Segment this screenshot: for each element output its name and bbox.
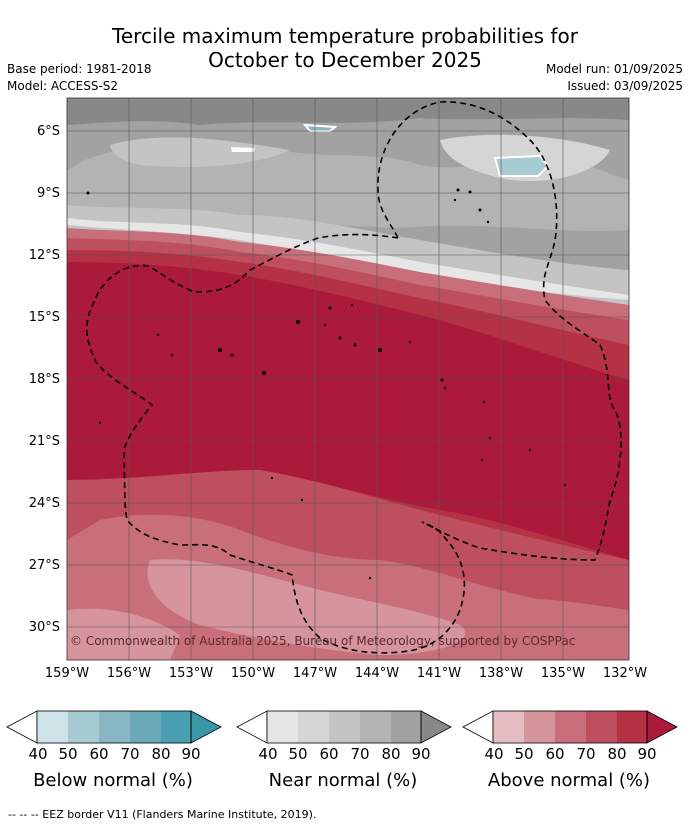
graticule <box>67 98 629 660</box>
model-name: Model: ACCESS-S2 <box>7 79 119 93</box>
lon-label: 132°W <box>602 666 648 681</box>
lon-label: 159°W <box>44 666 90 681</box>
issued-date: Issued: 03/09/2025 <box>567 79 683 93</box>
lon-label: 147°W <box>292 666 338 681</box>
lon-label: 156°W <box>106 666 152 681</box>
lat-label: 30°S <box>28 620 60 635</box>
lat-label: 12°S <box>28 248 60 263</box>
base-period: Base period: 1981-2018 <box>7 62 152 76</box>
map-title-line2: October to December 2025 <box>208 48 482 72</box>
lon-label: 135°W <box>540 666 586 681</box>
lat-label: 6°S <box>36 124 60 139</box>
colorbar-above <box>462 710 678 744</box>
lon-label: 141°W <box>416 666 462 681</box>
colorbar-below-title: Below normal (%) <box>33 770 193 791</box>
lat-label: 27°S <box>28 558 60 573</box>
lon-label: 150°W <box>230 666 276 681</box>
lat-label: 21°S <box>28 434 60 449</box>
islands <box>86 188 567 580</box>
lon-label: 153°W <box>168 666 214 681</box>
map-fill <box>67 98 629 660</box>
model-run: Model run: 01/09/2025 <box>545 62 683 76</box>
lon-label: 144°W <box>354 666 400 681</box>
probability-map <box>66 97 630 661</box>
map-title-line1: Tercile maximum temperature probabilitie… <box>112 24 578 48</box>
copyright-notice: © Commonwealth of Australia 2025, Bureau… <box>70 634 576 648</box>
lat-label: 18°S <box>28 372 60 387</box>
lat-label: 9°S <box>36 186 60 201</box>
lon-label: 138°W <box>478 666 524 681</box>
lat-label: 15°S <box>28 310 60 325</box>
eez-border <box>85 101 622 654</box>
colorbar-below <box>6 710 222 744</box>
eez-legend-note: -- -- -- EEZ border V11 (Flanders Marine… <box>8 808 317 821</box>
lat-label: 24°S <box>28 496 60 511</box>
colorbar-near <box>236 710 452 744</box>
colorbar-near-title: Near normal (%) <box>268 770 418 791</box>
colorbar-above-title: Above normal (%) <box>487 770 651 791</box>
